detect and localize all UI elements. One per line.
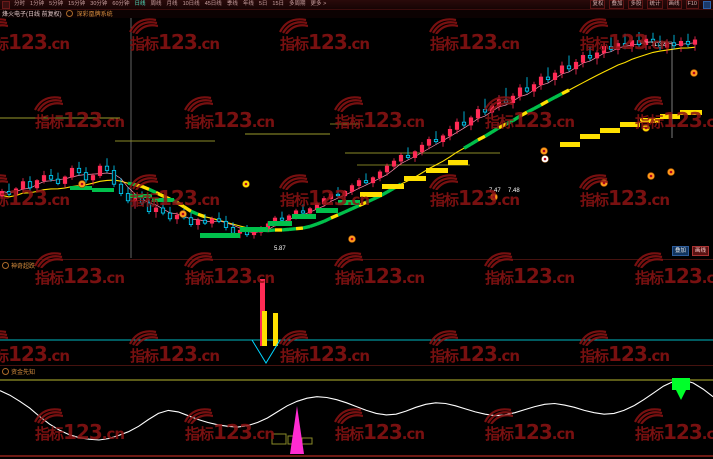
tab-5min[interactable]: 5分钟 [49,1,64,7]
indicator-settings-icon-bot[interactable] [2,368,9,375]
stock-title: 烽火电子(日线 前复权) [2,12,62,18]
tab-1min[interactable]: 1分钟 [30,1,45,7]
indicator-panel-shenqi[interactable]: 神奇超跌 [0,259,713,365]
tab-yearly[interactable]: 年线 [242,1,254,7]
tab-quarterly[interactable]: 季线 [226,1,238,7]
tab-monthly[interactable]: 月线 [166,1,178,7]
price-label-3: 5.87 [274,246,286,252]
shenqi-histogram[interactable] [0,260,713,365]
panel-label-shenqi[interactable]: 神奇超跌 [2,261,35,270]
indicator-settings-icon-mid[interactable] [2,262,9,269]
panel-label-zijin[interactable]: 资金先知 [2,367,35,376]
toolbar-right-group: 复权 叠加 多股 统计 画线 F10 [590,0,711,9]
tab-fenshi[interactable]: 分时 [14,1,26,7]
candlestick-chart[interactable] [0,18,713,258]
button-overlay[interactable]: 叠加 [609,0,625,9]
tab-daily[interactable]: 日线 [134,1,146,7]
price-label-1: 7.47 [489,188,501,194]
tab-5day[interactable]: 5日 [258,1,268,7]
tab-30min[interactable]: 30分钟 [90,1,108,7]
button-f10[interactable]: F10 [685,0,699,9]
price-label-0: 11.32 [651,42,666,48]
tab-10day[interactable]: 10日线 [182,1,200,7]
ui-menu-icon[interactable] [2,0,10,9]
panel-label-text-bot: 资金先知 [11,370,36,376]
button-adjust-price[interactable]: 复权 [590,0,606,9]
tab-15day[interactable]: 15日 [272,1,285,7]
tab-60min[interactable]: 60分钟 [112,1,130,7]
window-layout-icon[interactable] [703,0,711,9]
chart-title-row: 烽火电子(日线 前复权) 深彩凰牌系统 [0,9,713,18]
button-drawline[interactable]: 画线 [666,0,682,9]
indicator-name: 深彩凰牌系统 [76,12,113,18]
tab-15min[interactable]: 15分钟 [68,1,86,7]
mini-button-drawline[interactable]: 画线 [691,246,709,256]
panel-mini-buttons: 叠加 画线 [671,246,709,256]
button-multi-stock[interactable]: 多股 [628,0,644,9]
zijin-line-chart[interactable] [0,366,713,459]
tab-more[interactable]: 更多 > [310,1,327,7]
mini-button-overlay[interactable]: 叠加 [671,246,689,256]
tab-weekly[interactable]: 周线 [150,1,162,7]
tab-multi-period[interactable]: 多周期 [289,1,306,7]
indicator-settings-icon[interactable] [65,10,73,17]
price-label-2: 7.48 [508,188,520,194]
indicator-panel-zijin[interactable]: 资金先知 [0,365,713,459]
top-toolbar: 分时 1分钟 5分钟 15分钟 30分钟 60分钟 日线 周线 月线 10日线 … [0,0,713,10]
button-statistics[interactable]: 统计 [647,0,663,9]
tab-45day[interactable]: 45日线 [204,1,222,7]
panel-label-text-mid: 神奇超跌 [11,264,36,270]
period-tab-group: 分时 1分钟 5分钟 15分钟 30分钟 60分钟 日线 周线 月线 10日线 … [0,0,327,9]
main-price-panel[interactable]: 叠加 画线 [0,18,713,258]
